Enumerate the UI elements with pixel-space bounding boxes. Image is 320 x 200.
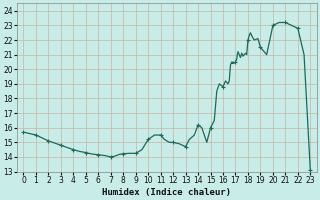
X-axis label: Humidex (Indice chaleur): Humidex (Indice chaleur) <box>102 188 231 197</box>
